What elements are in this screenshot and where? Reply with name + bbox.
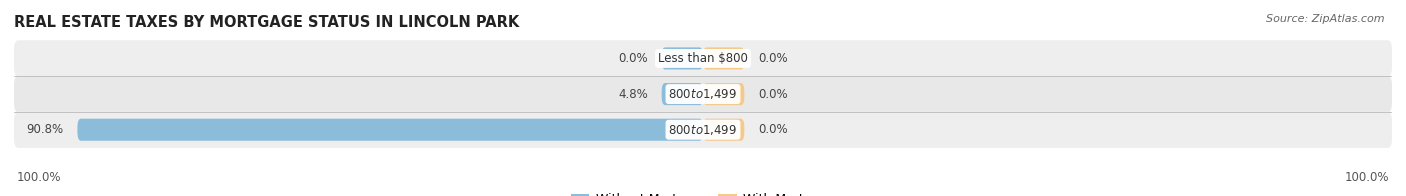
Text: 100.0%: 100.0% — [1344, 171, 1389, 184]
Text: 0.0%: 0.0% — [619, 52, 648, 65]
Text: 0.0%: 0.0% — [758, 52, 787, 65]
Text: 4.8%: 4.8% — [619, 88, 648, 101]
FancyBboxPatch shape — [662, 83, 703, 105]
Text: REAL ESTATE TAXES BY MORTGAGE STATUS IN LINCOLN PARK: REAL ESTATE TAXES BY MORTGAGE STATUS IN … — [14, 15, 519, 30]
FancyBboxPatch shape — [703, 83, 744, 105]
FancyBboxPatch shape — [14, 112, 1392, 148]
FancyBboxPatch shape — [703, 47, 744, 70]
FancyBboxPatch shape — [14, 40, 1392, 77]
Legend: Without Mortgage, With Mortgage: Without Mortgage, With Mortgage — [565, 188, 841, 196]
Text: Source: ZipAtlas.com: Source: ZipAtlas.com — [1267, 14, 1385, 24]
FancyBboxPatch shape — [662, 47, 703, 70]
Text: 0.0%: 0.0% — [758, 88, 787, 101]
Text: $800 to $1,499: $800 to $1,499 — [668, 87, 738, 101]
FancyBboxPatch shape — [703, 119, 744, 141]
FancyBboxPatch shape — [77, 119, 703, 141]
Text: 0.0%: 0.0% — [758, 123, 787, 136]
Text: Less than $800: Less than $800 — [658, 52, 748, 65]
FancyBboxPatch shape — [14, 76, 1392, 112]
Text: $800 to $1,499: $800 to $1,499 — [668, 123, 738, 137]
Text: 100.0%: 100.0% — [17, 171, 62, 184]
Text: 90.8%: 90.8% — [27, 123, 63, 136]
